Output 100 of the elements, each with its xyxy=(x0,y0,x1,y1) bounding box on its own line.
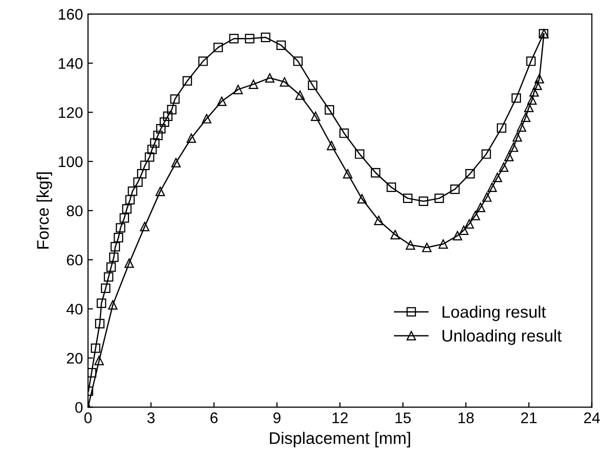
point xyxy=(310,112,320,121)
point xyxy=(265,73,275,83)
point xyxy=(476,202,486,212)
point xyxy=(526,56,536,66)
point xyxy=(186,133,196,143)
point xyxy=(422,242,432,252)
point xyxy=(459,226,468,235)
point xyxy=(357,194,367,204)
point xyxy=(156,124,166,134)
point xyxy=(532,80,542,90)
point xyxy=(144,152,154,162)
x-tick-label: 21 xyxy=(521,412,537,424)
point xyxy=(233,84,243,94)
point xyxy=(354,149,364,159)
point xyxy=(487,182,497,192)
point xyxy=(512,93,521,103)
point xyxy=(374,216,384,226)
point xyxy=(104,272,114,282)
y-tick-label: 80 xyxy=(66,205,83,216)
point xyxy=(244,34,254,44)
point xyxy=(308,80,318,90)
point xyxy=(114,232,124,242)
y-tick-label: 160 xyxy=(58,8,83,20)
point xyxy=(386,182,396,192)
point xyxy=(482,149,491,159)
point xyxy=(465,169,475,178)
point xyxy=(293,56,303,66)
point xyxy=(452,230,462,240)
point xyxy=(116,223,126,233)
point xyxy=(342,169,352,178)
point xyxy=(137,169,146,178)
point xyxy=(109,252,119,262)
point xyxy=(520,112,530,122)
point xyxy=(163,112,173,121)
x-tick-label: 12 xyxy=(332,412,348,424)
point xyxy=(276,40,286,50)
point xyxy=(534,74,544,84)
y-tick-label: 100 xyxy=(58,156,83,168)
point xyxy=(498,162,508,172)
point xyxy=(217,96,226,106)
x-tick-label: 3 xyxy=(147,412,155,424)
y-tick-label: 60 xyxy=(66,254,83,266)
y-tick-label: 40 xyxy=(66,304,83,315)
point xyxy=(370,168,380,178)
point xyxy=(120,213,130,223)
y-axis-title: Force [kgf] xyxy=(36,172,52,249)
point xyxy=(95,318,104,328)
point xyxy=(106,262,116,272)
point xyxy=(167,104,176,114)
x-tick-label: 9 xyxy=(273,412,280,424)
point xyxy=(339,128,349,138)
point xyxy=(418,196,428,206)
point xyxy=(100,284,110,293)
point xyxy=(527,95,537,105)
x-tick-label: 18 xyxy=(458,412,474,424)
point xyxy=(516,122,526,132)
point xyxy=(450,184,460,194)
point xyxy=(170,94,180,104)
point xyxy=(512,132,522,142)
point xyxy=(140,222,150,232)
point xyxy=(529,87,539,97)
x-tick-label: 15 xyxy=(396,412,411,424)
point xyxy=(248,80,258,90)
legend-label: Unloading result xyxy=(442,329,562,345)
x-axis-title: Displacement [mm] xyxy=(270,432,410,448)
point xyxy=(133,177,143,187)
y-tick-label: 140 xyxy=(58,58,83,69)
point xyxy=(156,186,165,196)
point xyxy=(140,160,150,170)
point xyxy=(124,258,134,268)
point xyxy=(160,117,170,127)
point xyxy=(406,240,416,250)
point xyxy=(492,172,502,182)
point xyxy=(147,144,157,154)
point xyxy=(470,210,480,220)
y-tick-label: 0 xyxy=(75,402,83,413)
point xyxy=(464,219,474,229)
point xyxy=(202,114,212,124)
point xyxy=(110,242,120,252)
point xyxy=(198,56,208,66)
y-tick-label: 20 xyxy=(66,352,83,364)
point xyxy=(122,204,132,214)
x-tick-label: 0 xyxy=(84,412,92,424)
point xyxy=(94,356,104,366)
point xyxy=(280,77,290,87)
point xyxy=(153,130,163,140)
point xyxy=(403,194,412,204)
x-tick-label: 24 xyxy=(584,412,600,424)
point xyxy=(434,194,444,204)
point xyxy=(88,368,96,378)
point xyxy=(171,158,181,168)
point xyxy=(213,42,223,52)
point xyxy=(90,343,100,353)
x-tick-label: 6 xyxy=(210,412,218,424)
point xyxy=(96,298,106,308)
point xyxy=(508,142,518,152)
point xyxy=(260,32,270,42)
point xyxy=(295,90,305,100)
point xyxy=(524,102,534,112)
point xyxy=(128,186,138,196)
